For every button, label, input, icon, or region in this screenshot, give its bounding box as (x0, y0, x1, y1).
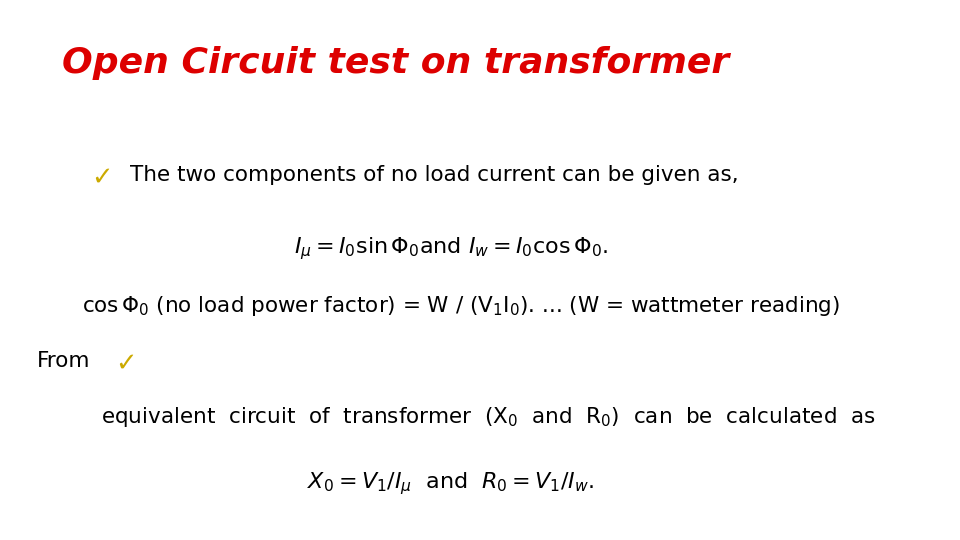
Text: ✓: ✓ (115, 351, 137, 377)
Text: Open Circuit test on transformer: Open Circuit test on transformer (62, 46, 730, 80)
Text: The two components of no load current can be given as,: The two components of no load current ca… (130, 165, 738, 185)
Text: equivalent  circuit  of  transformer  (X$_0$  and  R$_0$)  can  be  calculated  : equivalent circuit of transformer (X$_0$… (101, 405, 876, 429)
Text: $I_{\mu}=I_0\sin\Phi_0$and $I_w = I_0\cos\Phi_0.$: $I_{\mu}=I_0\sin\Phi_0$and $I_w = I_0\co… (294, 235, 609, 262)
Text: ✓: ✓ (91, 165, 113, 191)
Text: From: From (36, 351, 90, 371)
Text: $\cos\Phi_0$ (no load power factor) = W / (V$_1$I$_0$). ... (W = wattmeter readi: $\cos\Phi_0$ (no load power factor) = W … (82, 294, 839, 318)
Text: $X_0 = V_1/I_{\mu}$  and  $R_0 = V_1/I_w.$: $X_0 = V_1/I_{\mu}$ and $R_0 = V_1/I_w.$ (307, 470, 595, 497)
